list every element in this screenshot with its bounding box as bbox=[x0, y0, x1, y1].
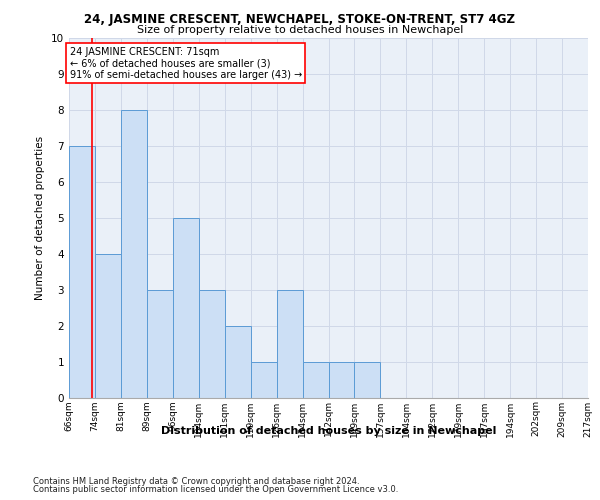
Bar bbox=[329, 362, 355, 398]
Bar bbox=[199, 290, 224, 398]
Bar bbox=[355, 362, 380, 398]
Text: 24, JASMINE CRESCENT, NEWCHAPEL, STOKE-ON-TRENT, ST7 4GZ: 24, JASMINE CRESCENT, NEWCHAPEL, STOKE-O… bbox=[85, 12, 515, 26]
Y-axis label: Number of detached properties: Number of detached properties bbox=[35, 136, 46, 300]
Text: Contains public sector information licensed under the Open Government Licence v3: Contains public sector information licen… bbox=[33, 485, 398, 494]
Bar bbox=[69, 146, 95, 398]
Bar bbox=[147, 290, 173, 398]
Bar bbox=[95, 254, 121, 398]
Bar bbox=[277, 290, 302, 398]
Text: Distribution of detached houses by size in Newchapel: Distribution of detached houses by size … bbox=[161, 426, 496, 436]
Bar bbox=[173, 218, 199, 398]
Text: Contains HM Land Registry data © Crown copyright and database right 2024.: Contains HM Land Registry data © Crown c… bbox=[33, 477, 359, 486]
Text: 24 JASMINE CRESCENT: 71sqm
← 6% of detached houses are smaller (3)
91% of semi-d: 24 JASMINE CRESCENT: 71sqm ← 6% of detac… bbox=[70, 46, 302, 80]
Bar bbox=[121, 110, 147, 398]
Bar bbox=[302, 362, 329, 398]
Bar bbox=[251, 362, 277, 398]
Text: Size of property relative to detached houses in Newchapel: Size of property relative to detached ho… bbox=[137, 25, 463, 35]
Bar bbox=[225, 326, 251, 398]
